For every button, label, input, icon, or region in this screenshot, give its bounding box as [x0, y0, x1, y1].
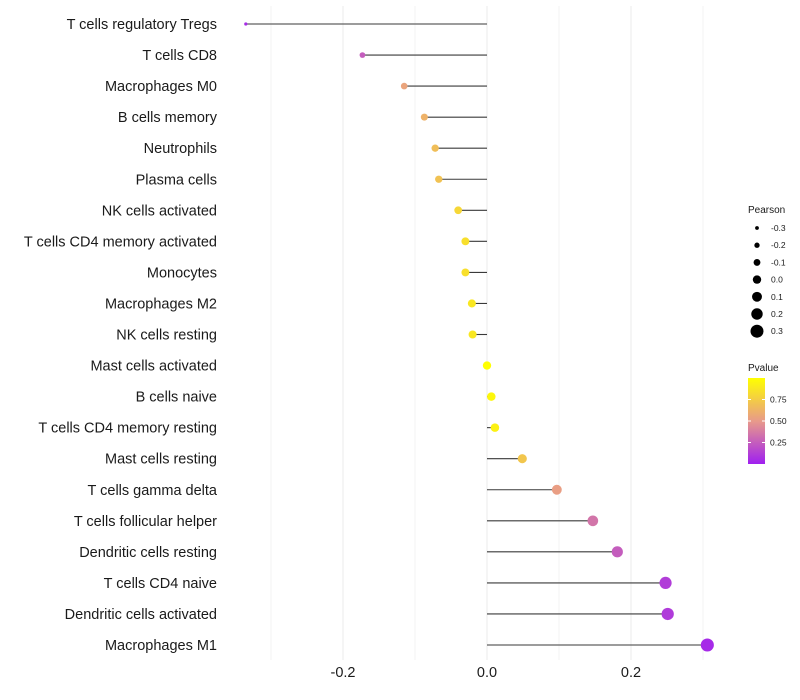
data-point — [359, 52, 366, 58]
data-point — [611, 546, 623, 558]
data-point — [468, 330, 477, 339]
data-point — [454, 206, 463, 215]
category-label: T cells CD4 memory resting — [38, 421, 217, 437]
x-tick-label: 0.2 — [621, 665, 641, 681]
size-legend-key — [751, 308, 763, 320]
data-point — [517, 454, 527, 464]
category-labels: T cells regulatory Tregs T cells CD8 Macro… — [24, 17, 218, 654]
data-point — [461, 237, 470, 246]
data-point — [587, 515, 599, 527]
data-point — [400, 82, 408, 90]
data-point — [461, 268, 470, 277]
color-legend-label: 0.75 — [770, 395, 787, 405]
category-label: Monocytes — [147, 265, 217, 281]
category-label: Macrophages M2 — [105, 296, 217, 312]
category-label: T cells CD4 naive — [104, 576, 217, 592]
size-legend-key — [752, 291, 762, 302]
category-label: T cells CD8 — [142, 48, 217, 64]
data-point — [435, 175, 443, 183]
data-point — [431, 144, 439, 152]
category-label: Macrophages M0 — [105, 79, 217, 95]
data-point — [551, 484, 562, 495]
category-label: Plasma cells — [136, 172, 217, 188]
size-legend-key — [752, 275, 762, 284]
size-legend-label: 0.1 — [771, 292, 783, 302]
size-legend-key — [750, 324, 764, 338]
category-label: T cells CD4 memory activated — [24, 234, 217, 250]
category-label: T cells gamma delta — [88, 483, 218, 499]
points-layer — [244, 22, 714, 652]
x-tick-label: 0.0 — [477, 665, 497, 681]
category-label: NK cells resting — [116, 328, 217, 344]
category-label: Dendritic cells activated — [65, 607, 217, 623]
data-point — [490, 423, 500, 432]
x-tick-label: -0.2 — [331, 665, 356, 681]
category-label: T cells follicular helper — [74, 514, 217, 530]
size-legend-label: 0.2 — [771, 309, 783, 319]
size-legend: Pearson -0.3 -0.2 -0.1 0.0 0.1 0.2 0.3 — [748, 205, 786, 338]
data-point — [700, 638, 714, 652]
category-label: T cells regulatory Tregs — [67, 17, 217, 33]
data-point — [467, 299, 476, 308]
data-point — [482, 361, 492, 370]
category-label: Mast cells resting — [105, 452, 217, 468]
category-label: Neutrophils — [144, 141, 217, 157]
data-point — [244, 22, 248, 26]
data-point — [487, 392, 496, 401]
category-label: Mast cells activated — [90, 359, 217, 375]
category-label: Dendritic cells resting — [79, 545, 217, 561]
color-legend-label: 0.50 — [770, 416, 787, 426]
color-legend-bar — [748, 378, 765, 464]
size-legend-label: -0.1 — [771, 257, 786, 267]
data-point — [661, 607, 674, 621]
category-label: Macrophages M1 — [105, 638, 217, 654]
size-legend-title: Pearson — [748, 205, 785, 216]
color-legend-label: 0.25 — [770, 438, 787, 448]
size-legend-key — [755, 226, 759, 230]
category-label: B cells naive — [136, 390, 217, 406]
stems-layer — [245, 23, 708, 646]
data-point — [420, 113, 428, 121]
size-legend-label: 0.3 — [771, 326, 783, 336]
color-legend: Pvalue 0.75 0.50 0.25 — [748, 363, 787, 464]
size-legend-label: -0.2 — [771, 240, 786, 250]
size-legend-label: -0.3 — [771, 223, 786, 233]
size-legend-key — [754, 242, 760, 248]
size-legend-key — [753, 258, 761, 266]
x-axis-ticks: -0.2 0.0 0.2 — [331, 665, 642, 681]
category-label: B cells memory — [118, 110, 218, 126]
size-legend-label: 0.0 — [771, 275, 783, 285]
category-label: NK cells activated — [102, 203, 217, 219]
grid-layer — [270, 6, 704, 660]
color-legend-title: Pvalue — [748, 363, 779, 374]
data-point — [659, 576, 672, 590]
